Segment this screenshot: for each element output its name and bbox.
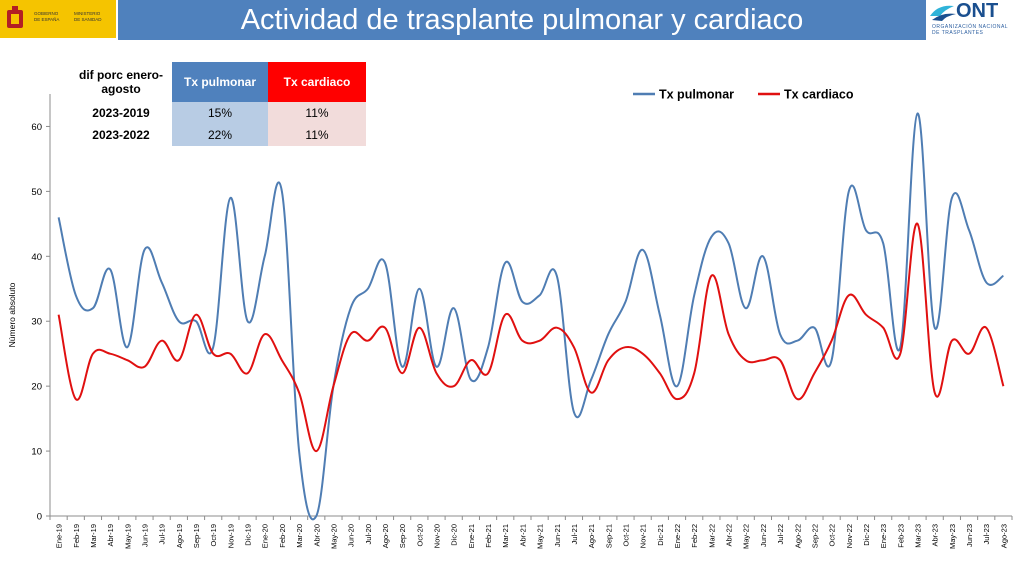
page-title: Actividad de trasplante pulmonar y cardi… — [240, 4, 804, 36]
x-tick-label: Feb-22 — [690, 524, 699, 548]
ont-logo-text: ONT — [956, 0, 999, 22]
x-tick-label: Ago-20 — [381, 524, 390, 548]
x-tick-label: Jul-22 — [776, 524, 785, 544]
x-tick-label: Abr-23 — [931, 524, 940, 547]
x-tick-label: Sep-20 — [398, 524, 407, 548]
x-tick-label: Ago-23 — [999, 524, 1008, 548]
x-tick-label: Oct-20 — [415, 524, 424, 547]
x-tick-label: Ene-19 — [55, 524, 64, 548]
x-tick-label: Dic-19 — [244, 524, 253, 546]
gov-logo-line-2: DE ESPAÑA — [34, 17, 60, 22]
x-tick-label: Abr-20 — [312, 524, 321, 547]
table-cell-pulmonar: 22% — [172, 124, 268, 146]
x-tick-label: Jun-23 — [965, 524, 974, 547]
x-tick-label: May-21 — [536, 524, 545, 549]
series-line-cardiaco — [57, 222, 1005, 453]
y-tick-label: 60 — [31, 122, 42, 133]
x-tick-label: Oct-19 — [209, 524, 218, 547]
x-tick-label: Abr-22 — [725, 524, 734, 547]
x-tick-label: Ago-22 — [793, 524, 802, 548]
table-header-pulmonar: Tx pulmonar — [172, 62, 268, 102]
series-line-pulmonar — [57, 112, 1004, 521]
x-tick-label: Mar-22 — [707, 524, 716, 548]
table-cell-cardiaco: 11% — [268, 102, 366, 124]
x-tick-label: May-19 — [123, 524, 132, 549]
ont-logo-subtext: ORGANIZACIÓN NACIONAL DE TRASPLANTES — [932, 24, 1008, 36]
gov-logo-line-1: GOBIERNO — [34, 11, 59, 16]
x-tick-label: Feb-21 — [484, 524, 493, 548]
x-tick-label: Nov-21 — [639, 524, 648, 548]
y-tick-label: 10 — [31, 447, 42, 458]
table-cell-pulmonar: 15% — [172, 102, 268, 124]
x-tick-label: Feb-23 — [896, 524, 905, 548]
x-tick-label: Feb-20 — [278, 524, 287, 548]
x-tick-label: May-20 — [329, 524, 338, 549]
government-logo: GOBIERNO DE ESPAÑA MINISTERIO DE SANIDAD — [0, 0, 116, 38]
x-tick-label: Jul-23 — [982, 524, 991, 544]
x-tick-label: Dic-22 — [862, 524, 871, 546]
table-corner-label: dif porc enero-agosto — [78, 68, 163, 96]
x-tick-label: Sep-19 — [192, 524, 201, 548]
x-tick-label: Dic-21 — [656, 524, 665, 546]
y-tick-label: 0 — [37, 512, 42, 523]
ont-logo: ONT ORGANIZACIÓN NACIONAL DE TRASPLANTES — [928, 0, 1024, 40]
x-tick-label: Oct-22 — [828, 524, 837, 547]
y-axis-label: Número absoluto — [7, 282, 17, 347]
table-row-label: 2023-2022 — [92, 128, 150, 142]
x-tick-label: Abr-19 — [106, 524, 115, 547]
ont-bird-icon — [930, 5, 956, 21]
x-tick-label: May-23 — [948, 524, 957, 549]
x-tick-label: Jun-20 — [347, 524, 356, 547]
x-tick-label: Sep-21 — [604, 524, 613, 548]
x-tick-label: Dic-20 — [450, 524, 459, 546]
x-tick-label: Ene-22 — [673, 524, 682, 548]
x-tick-label: Jul-20 — [364, 524, 373, 544]
x-tick-label: Ago-21 — [587, 524, 596, 548]
gov-logo-line-4: DE SANIDAD — [74, 17, 102, 22]
x-tick-label: Nov-19 — [226, 524, 235, 548]
x-tick-label: Nov-22 — [845, 524, 854, 548]
y-tick-label: 50 — [31, 187, 42, 198]
x-tick-label: Mar-19 — [89, 524, 98, 548]
table-row-label: 2023-2019 — [92, 106, 150, 120]
table-header-cardiaco: Tx cardiaco — [268, 62, 366, 102]
x-tick-label: Jul-19 — [158, 524, 167, 544]
title-band — [118, 0, 926, 40]
x-tick-label: Mar-23 — [914, 524, 923, 548]
legend-item-pulmonar-label: Tx pulmonar — [659, 88, 734, 102]
legend-item-cardiaco-label: Tx cardiaco — [784, 88, 854, 102]
x-tick-label: Abr-21 — [518, 524, 527, 547]
gov-logo-line-3: MINISTERIO — [74, 11, 101, 16]
ont-logo-subtext-line-1: ORGANIZACIÓN NACIONAL — [932, 24, 1009, 30]
y-tick-label: 30 — [31, 317, 42, 328]
table-cell-cardiaco: 11% — [268, 124, 366, 146]
comparison-table: dif porc enero-agosto Tx pulmonar Tx car… — [70, 62, 366, 146]
y-tick-label: 40 — [31, 252, 42, 263]
x-tick-label: Mar-20 — [295, 524, 304, 548]
y-tick-label: 20 — [31, 382, 42, 393]
x-tick-label: Jul-21 — [570, 524, 579, 544]
x-tick-label: Mar-21 — [501, 524, 510, 548]
x-tick-label: Ene-21 — [467, 524, 476, 548]
x-tick-label: Ene-23 — [879, 524, 888, 548]
x-tick-label: Nov-20 — [433, 524, 442, 548]
x-tick-label: Jun-22 — [759, 524, 768, 547]
x-tick-label: Jun-19 — [140, 524, 149, 547]
x-tick-label: Jun-21 — [553, 524, 562, 547]
x-tick-label: Feb-19 — [72, 524, 81, 548]
ont-logo-subtext-line-2: DE TRASPLANTES — [932, 30, 984, 36]
coat-of-arms-icon — [7, 6, 23, 28]
x-tick-label: Sep-22 — [810, 524, 819, 548]
x-tick-label: Oct-21 — [621, 524, 630, 547]
x-tick-label: Ago-19 — [175, 524, 184, 548]
x-tick-label: Ene-20 — [261, 524, 270, 548]
x-tick-label: May-22 — [742, 524, 751, 549]
